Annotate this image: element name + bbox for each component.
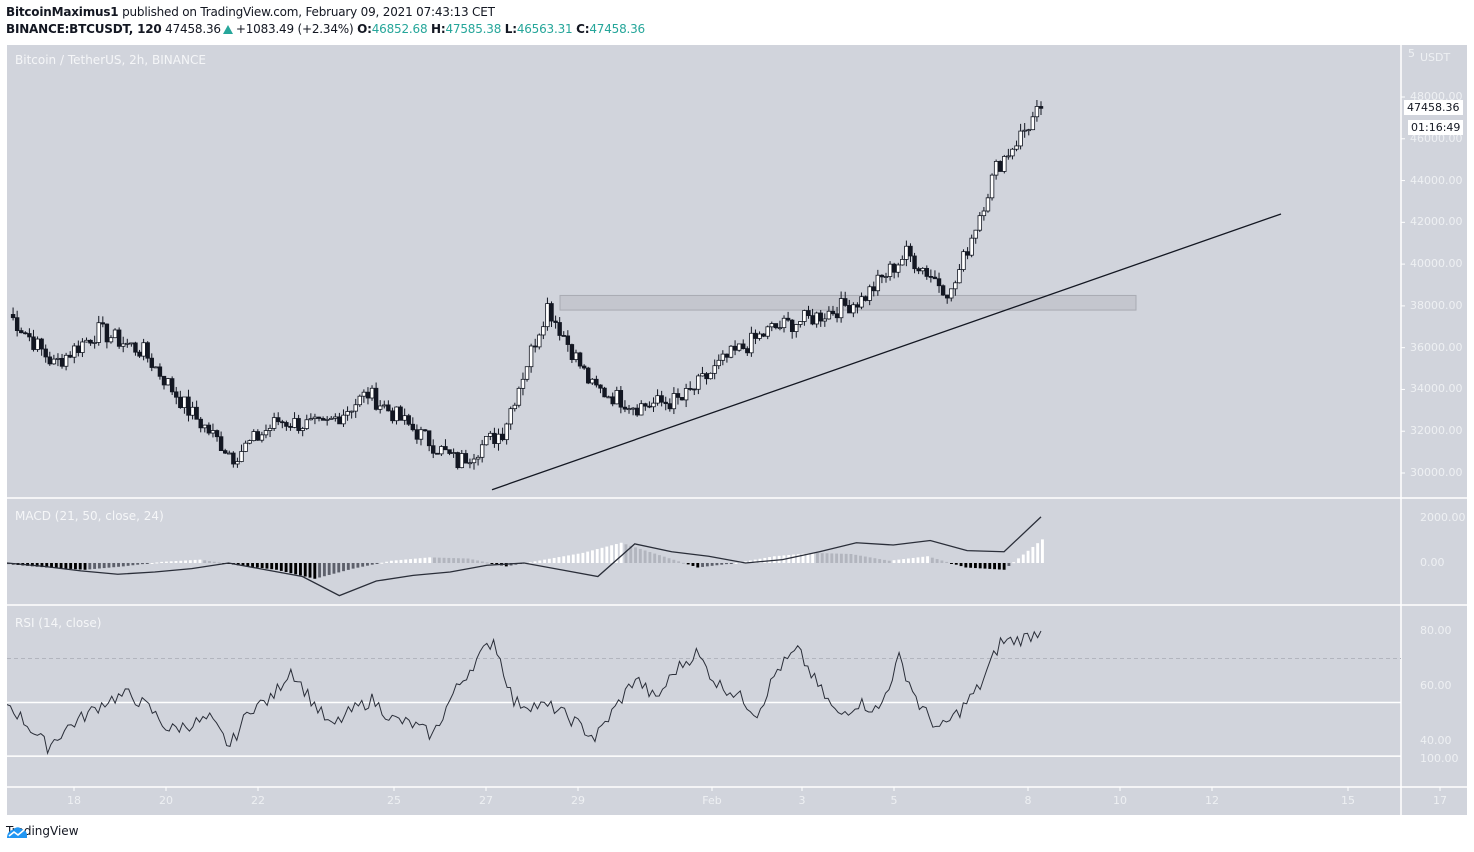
time-axis-label: 12 bbox=[1205, 794, 1219, 807]
rsi-axis-label-overflow: 100.00 bbox=[1420, 752, 1459, 765]
time-axis-label: 27 bbox=[479, 794, 493, 807]
low-value: 46563.31 bbox=[516, 22, 573, 36]
last-price: 47458.36 bbox=[165, 22, 221, 36]
rsi-axis-label: 80.00 bbox=[1420, 624, 1452, 637]
published-text: published on TradingView.com, February 0… bbox=[122, 5, 495, 19]
macd-pane-title[interactable]: MACD (21, 50, close, 24) bbox=[15, 509, 164, 523]
time-axis-label: 18 bbox=[67, 794, 81, 807]
high-label: H: bbox=[431, 22, 446, 36]
time-axis-label: 5 bbox=[890, 794, 898, 807]
up-arrow-icon bbox=[222, 25, 233, 34]
currency-label: USDT bbox=[1420, 51, 1451, 64]
price-axis-label: 44000.00 bbox=[1410, 173, 1463, 187]
candles bbox=[10, 100, 1044, 470]
time-axis-label: 20 bbox=[159, 794, 173, 807]
price-axis-label: 40000.00 bbox=[1410, 257, 1463, 271]
close-value: 47458.36 bbox=[589, 22, 645, 36]
price-axis-label: 30000.00 bbox=[1410, 466, 1463, 479]
price-axis-label: 32000.00 bbox=[1410, 424, 1463, 438]
time-axis-label: 15 bbox=[1341, 794, 1355, 807]
tradingview-logo-icon bbox=[7, 827, 27, 838]
open-label: O: bbox=[357, 22, 372, 36]
author-name[interactable]: BitcoinMaximus1 bbox=[6, 5, 119, 19]
close-label: C: bbox=[576, 22, 590, 36]
time-axis-label: 3 bbox=[798, 794, 806, 807]
open-value: 46852.68 bbox=[371, 22, 428, 36]
rsi-axis-label: 60.00 bbox=[1420, 679, 1452, 692]
price-change: +1083.49 (+2.34%) bbox=[235, 22, 354, 36]
publish-info: BitcoinMaximus1 published on TradingView… bbox=[6, 5, 495, 19]
macd-axis-label: 0.00 bbox=[1420, 556, 1445, 569]
chart-canvas[interactable] bbox=[7, 45, 1467, 815]
time-axis-label: Feb bbox=[702, 794, 722, 807]
low-label: L: bbox=[504, 22, 517, 36]
time-axis-label: 17 bbox=[1433, 794, 1447, 807]
price-axis-label: 46000.00 bbox=[1410, 131, 1463, 145]
time-axis-label: 8 bbox=[1024, 794, 1032, 807]
time-axis-label: 25 bbox=[387, 794, 401, 807]
price-axis-label: 48000.00 bbox=[1410, 90, 1463, 103]
countdown-tag: 01:16:49 bbox=[1408, 120, 1464, 135]
time-axis-label: 22 bbox=[251, 794, 265, 807]
time-axis-label: 10 bbox=[1113, 794, 1127, 807]
price-axis-label: 36000.00 bbox=[1410, 340, 1463, 354]
current-price-tag: 47458.36 bbox=[1404, 100, 1463, 115]
time-axis-label: 29 bbox=[571, 794, 585, 807]
symbol-info: BINANCE:BTCUSDT, 120 47458.36 +1083.49 (+… bbox=[6, 22, 645, 36]
chart-container[interactable]: Bitcoin / TetherUS, 2h, BINANCE MACD (21… bbox=[7, 45, 1467, 815]
price-axis-label: 38000.00 bbox=[1410, 298, 1463, 312]
axis-top-fragment: 5 bbox=[1408, 47, 1415, 60]
price-pane-title: Bitcoin / TetherUS, 2h, BINANCE bbox=[15, 53, 206, 67]
price-axis-label: 34000.00 bbox=[1410, 382, 1463, 396]
symbol-label: BINANCE:BTCUSDT, 120 bbox=[6, 22, 162, 36]
rsi-pane-title[interactable]: RSI (14, close) bbox=[15, 616, 102, 630]
tradingview-branding[interactable]: TradingView bbox=[6, 824, 79, 838]
macd-axis-label: 2000.00 bbox=[1420, 511, 1466, 524]
high-value: 47585.38 bbox=[445, 22, 502, 36]
rsi-axis-label: 40.00 bbox=[1420, 734, 1452, 747]
price-axis-label: 42000.00 bbox=[1410, 215, 1463, 229]
